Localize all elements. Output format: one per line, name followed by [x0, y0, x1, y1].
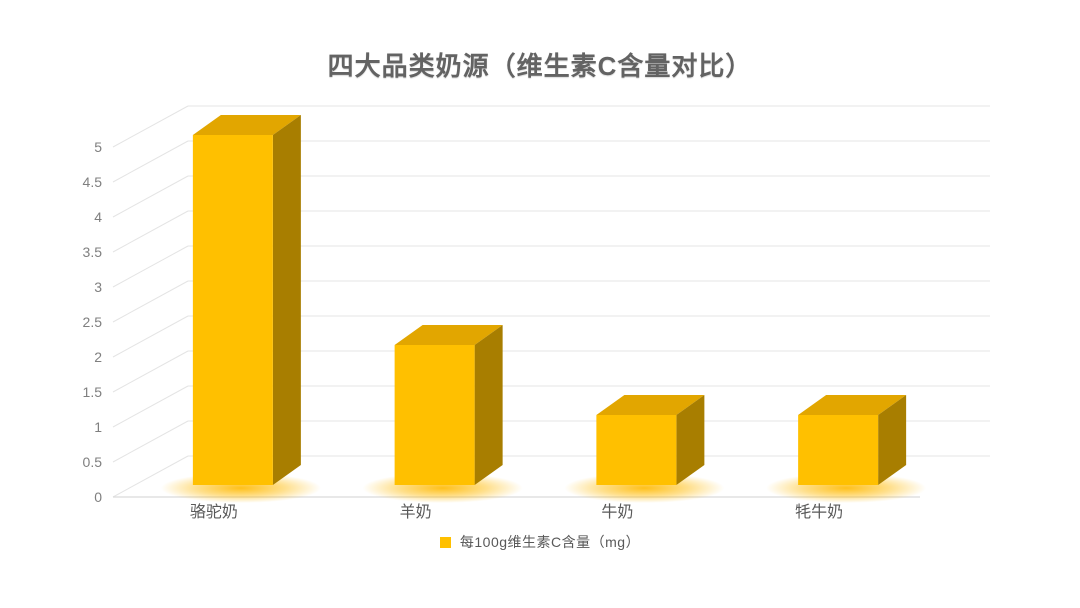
y-tick-label-0: 0	[94, 489, 102, 505]
gridline-side-6	[112, 245, 189, 288]
bar-top-face-0	[192, 115, 301, 135]
legend-label: 每100g维生素C含量（mg）	[459, 534, 641, 550]
bar-top-face-3	[798, 395, 907, 415]
bar-side-face-0	[272, 115, 301, 485]
gridline-side-1	[112, 420, 189, 463]
y-tick-label-1: 0.5	[83, 454, 103, 470]
bar-side-face-1	[474, 325, 503, 485]
bar-front-face-2	[596, 415, 677, 485]
gridline-side-10	[112, 105, 189, 148]
y-tick-label-2: 1	[94, 419, 102, 435]
gridline-side-4	[112, 315, 189, 358]
category-label-3: 牦牛奶	[795, 503, 843, 521]
y-tick-label-3: 1.5	[83, 384, 103, 400]
gridline-side-8	[112, 175, 189, 218]
gridline-side-2	[112, 385, 189, 428]
legend-square-icon	[439, 536, 451, 548]
y-tick-label-5: 2.5	[83, 314, 103, 330]
category-label-0: 骆驼奶	[190, 503, 238, 521]
bar-top-face-2	[596, 395, 705, 415]
bar-side-face-3	[878, 395, 907, 485]
gridline-side-7	[112, 210, 189, 253]
bar-top-face-1	[394, 325, 503, 345]
gridline-side-0	[112, 455, 189, 498]
y-tick-label-10: 5	[94, 139, 102, 155]
chart-title: 四大品类奶源（维生素C含量对比）	[327, 51, 753, 81]
category-label-1: 羊奶	[400, 503, 432, 521]
gridline-side-5	[112, 280, 189, 323]
gridline-side-3	[112, 350, 189, 393]
bar-front-face-3	[798, 415, 879, 485]
bar-front-face-1	[394, 345, 475, 485]
bar-side-face-2	[676, 395, 705, 485]
y-tick-label-7: 3.5	[83, 244, 103, 260]
category-label-2: 牛奶	[601, 503, 633, 521]
y-tick-label-6: 3	[94, 279, 102, 295]
chart-legend: 每100g维生素C含量（mg）	[0, 531, 1080, 553]
y-tick-label-9: 4.5	[83, 174, 103, 190]
y-tick-label-8: 4	[94, 209, 102, 225]
y-tick-label-4: 2	[94, 349, 102, 365]
bar-front-face-0	[192, 135, 273, 485]
gridline-side-9	[112, 140, 189, 183]
